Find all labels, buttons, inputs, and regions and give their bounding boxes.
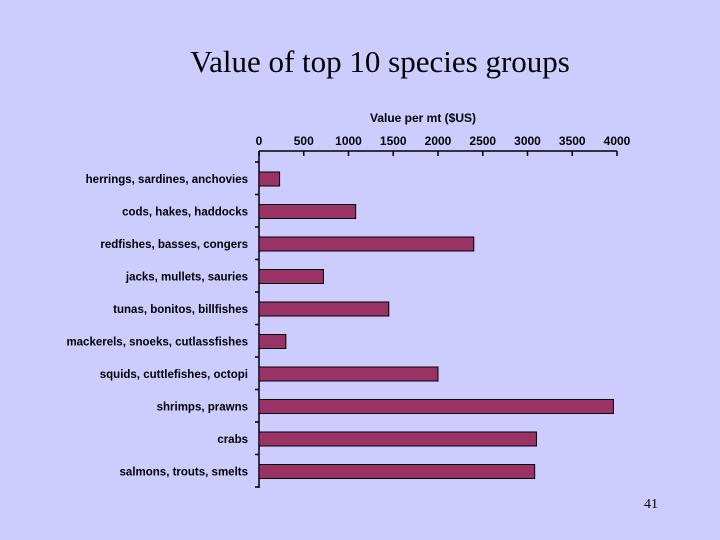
bars — [258, 171, 614, 479]
bar — [258, 366, 439, 382]
x-tick-label: 2000 — [425, 134, 452, 148]
category-label: cods, hakes, haddocks — [122, 207, 248, 219]
x-axis: 0 500 1000 1500 2000 2500 3000 3500 4000 — [256, 134, 631, 156]
category-label: mackerels, snoeks, cutlassfishes — [66, 337, 248, 349]
bar — [258, 269, 324, 284]
x-tick-label: 3500 — [559, 134, 586, 148]
category-label: jacks, mullets, sauries — [125, 272, 248, 284]
category-label: shrimps, prawns — [157, 402, 248, 414]
bar — [258, 171, 281, 187]
x-tick-label: 0 — [256, 134, 263, 148]
category-labels: herrings, sardines, anchovies cods, hakes… — [66, 174, 248, 479]
x-tick-label: 500 — [294, 134, 314, 148]
category-label: salmons, trouts, smelts — [120, 467, 248, 479]
bar — [258, 204, 357, 219]
slide-title: Value of top 10 species groups — [190, 44, 570, 79]
bar — [258, 399, 614, 414]
bar — [258, 301, 390, 317]
x-tick-label: 2500 — [469, 134, 496, 148]
x-tick-label: 3000 — [514, 134, 541, 148]
x-tick-label: 4000 — [604, 134, 631, 148]
bar — [258, 236, 475, 252]
category-label: squids, cuttlefishes, octopi — [100, 369, 248, 381]
x-tick-label: 1000 — [335, 134, 362, 148]
y-axis — [255, 151, 260, 488]
chart-title: Value per mt ($US) — [370, 111, 476, 125]
x-tick-label: 1500 — [380, 134, 407, 148]
bar — [258, 431, 537, 447]
category-label: tunas, bonitos, billfishes — [113, 304, 248, 316]
category-label: redfishes, basses, congers — [100, 239, 248, 251]
category-label: herrings, sardines, anchovies — [86, 174, 248, 186]
page-number: 41 — [644, 497, 658, 512]
bar — [258, 334, 287, 349]
category-label: crabs — [217, 434, 248, 446]
bar — [258, 464, 536, 479]
